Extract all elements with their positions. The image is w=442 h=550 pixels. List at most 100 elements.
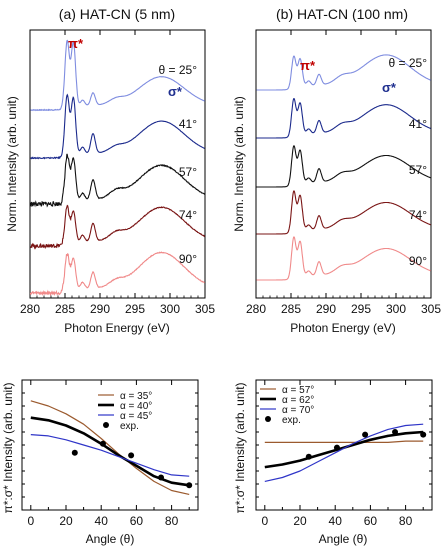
c-tick-label: 60: [130, 514, 144, 528]
panel-b-sigma-star-label: σ*: [382, 80, 397, 95]
b-tick-label: 280: [246, 302, 266, 316]
panel-a-title: (a) HAT-CN (5 nm): [59, 6, 175, 22]
c-exp-point: [99, 440, 106, 447]
c-legend-label: α = 40°: [120, 401, 152, 412]
panel-b-curves: [256, 54, 431, 281]
a-spectrum-curve: [30, 39, 205, 112]
c-tick-label: 40: [95, 514, 109, 528]
a-tick-label: 280: [20, 302, 40, 316]
b-angle-label: θ = 25°: [389, 56, 428, 70]
b-tick-label: 285: [281, 302, 301, 316]
panel-a-ylabel: Norm. Intensity (arb. unit): [5, 96, 19, 231]
panel-a-pi-star-label: π*: [68, 36, 84, 51]
c-legend-label: α = 45°: [120, 411, 152, 422]
panel-a-sigma-star-label: σ*: [168, 84, 183, 99]
panel-c-x-ticks: 0 20 40 60 80: [22, 380, 198, 528]
a-angle-label: θ = 25°: [159, 63, 198, 77]
panel-a-x-ticks: 280 285 290 295 300 305: [20, 30, 215, 316]
panel-a-xlabel: Photon Energy (eV): [64, 321, 169, 335]
panel-d-legend: α = 57°α = 62°α = 70°exp.: [260, 385, 314, 426]
c-exp-point: [158, 474, 165, 481]
b-tick-label: 290: [316, 302, 336, 316]
d-tick-label: 60: [364, 514, 378, 528]
b-tick-label: 305: [421, 302, 441, 316]
d-tick-label: 20: [293, 514, 307, 528]
panel-b-ylabel: Norm. Intensity (arb. unit): [232, 96, 246, 231]
panel-c-angle-fit: π*:σ* Intensity (arb. unit) Angle (θ) 0 2…: [1, 379, 199, 546]
b-spectrum-curve: [256, 98, 431, 139]
c-fit-curve: [30, 434, 190, 477]
panel-c-exp-points: [71, 440, 193, 489]
panel-a-angle-labels: θ = 25° 41° 57° 74° 90°: [159, 63, 198, 266]
a-tick-label: 285: [55, 302, 75, 316]
c-exp-point: [128, 452, 135, 459]
a-spectrum-curve: [30, 204, 206, 250]
d-fit-curve: [264, 440, 424, 443]
a-angle-label: 57°: [179, 165, 197, 179]
panel-b-x-ticks: 280 285 290 295 300 305: [246, 30, 441, 316]
b-spectrum-curve: [256, 145, 431, 188]
c-exp-point: [186, 482, 193, 489]
c-legend-label: exp.: [120, 421, 139, 432]
c-fit-curve: [30, 400, 190, 495]
c-tick-label: 80: [165, 514, 179, 528]
a-spectrum-curve: [29, 153, 205, 208]
panel-b-pi-star-label: π*: [300, 58, 316, 73]
panel-a-spectra: (a) HAT-CN (5 nm) Norm. Intensity (arb. …: [5, 6, 215, 335]
b-spectrum-curve: [256, 236, 431, 281]
d-tick-label: 40: [329, 514, 343, 528]
b-angle-label: 74°: [409, 208, 427, 222]
a-angle-label: 74°: [179, 208, 197, 222]
b-spectrum-curve: [256, 190, 431, 235]
a-spectrum-curve: [30, 93, 205, 160]
d-exp-point: [362, 431, 369, 438]
panel-d-curves: [264, 423, 424, 482]
panel-d-angle-fit: π*:σ* Intensity (arb. unit) Angle (θ) 0 2…: [233, 379, 433, 546]
panel-d-xlabel: Angle (θ): [319, 532, 368, 546]
b-angle-label: 90°: [409, 254, 427, 268]
c-fit-curve: [30, 416, 190, 487]
panel-c-xlabel: Angle (θ): [86, 532, 135, 546]
c-tick-label: 20: [59, 514, 73, 528]
d-exp-point: [392, 429, 399, 435]
d-exp-point: [305, 453, 312, 460]
panel-b-xlabel: Photon Energy (eV): [290, 321, 395, 335]
d-legend-exp-marker: [265, 416, 271, 422]
panel-c-legend: α = 35°α = 40°α = 45°exp.: [98, 391, 152, 432]
d-exp-point: [420, 431, 427, 438]
panel-a-frame: [29, 29, 206, 299]
d-legend-label: α = 57°: [282, 385, 314, 396]
a-angle-label: 90°: [179, 252, 197, 266]
panel-b-title: (b) HAT-CN (100 nm): [276, 6, 408, 22]
a-tick-label: 295: [125, 302, 145, 316]
panel-d-x-ticks: 0 20 40 60 80: [256, 380, 432, 528]
d-legend-label: α = 62°: [282, 395, 314, 406]
d-legend-label: α = 70°: [282, 405, 314, 416]
d-fit-curve: [264, 423, 424, 482]
a-spectrum-curve: [29, 251, 205, 297]
a-tick-label: 305: [195, 302, 215, 316]
panel-b-angle-labels: θ = 25° 41° 57° 74° 90°: [389, 56, 428, 268]
d-exp-point: [333, 444, 340, 451]
b-angle-label: 57°: [409, 163, 427, 177]
panel-b-frame: [255, 29, 432, 299]
c-exp-point: [71, 449, 78, 456]
a-tick-label: 290: [90, 302, 110, 316]
a-tick-label: 300: [160, 302, 180, 316]
panel-d-ylabel: π*:σ* Intensity (arb. unit): [233, 382, 247, 513]
panel-b-spectra: (b) HAT-CN (100 nm) Norm. Intensity (arb…: [232, 6, 441, 335]
c-tick-label: 0: [27, 514, 34, 528]
b-spectrum-curve: [256, 54, 431, 91]
c-legend-label: α = 35°: [120, 391, 152, 402]
d-legend-label: exp.: [282, 415, 301, 426]
d-tick-label: 0: [261, 514, 268, 528]
d-fit-curve: [264, 430, 424, 469]
panel-a-curves: [29, 39, 206, 297]
c-legend-exp-marker: [103, 422, 109, 428]
panel-d-exp-points: [305, 429, 427, 460]
panel-c-ylabel: π*:σ* Intensity (arb. unit): [1, 382, 15, 513]
a-angle-label: 41°: [179, 117, 197, 131]
b-tick-label: 295: [351, 302, 371, 316]
b-tick-label: 300: [386, 302, 406, 316]
